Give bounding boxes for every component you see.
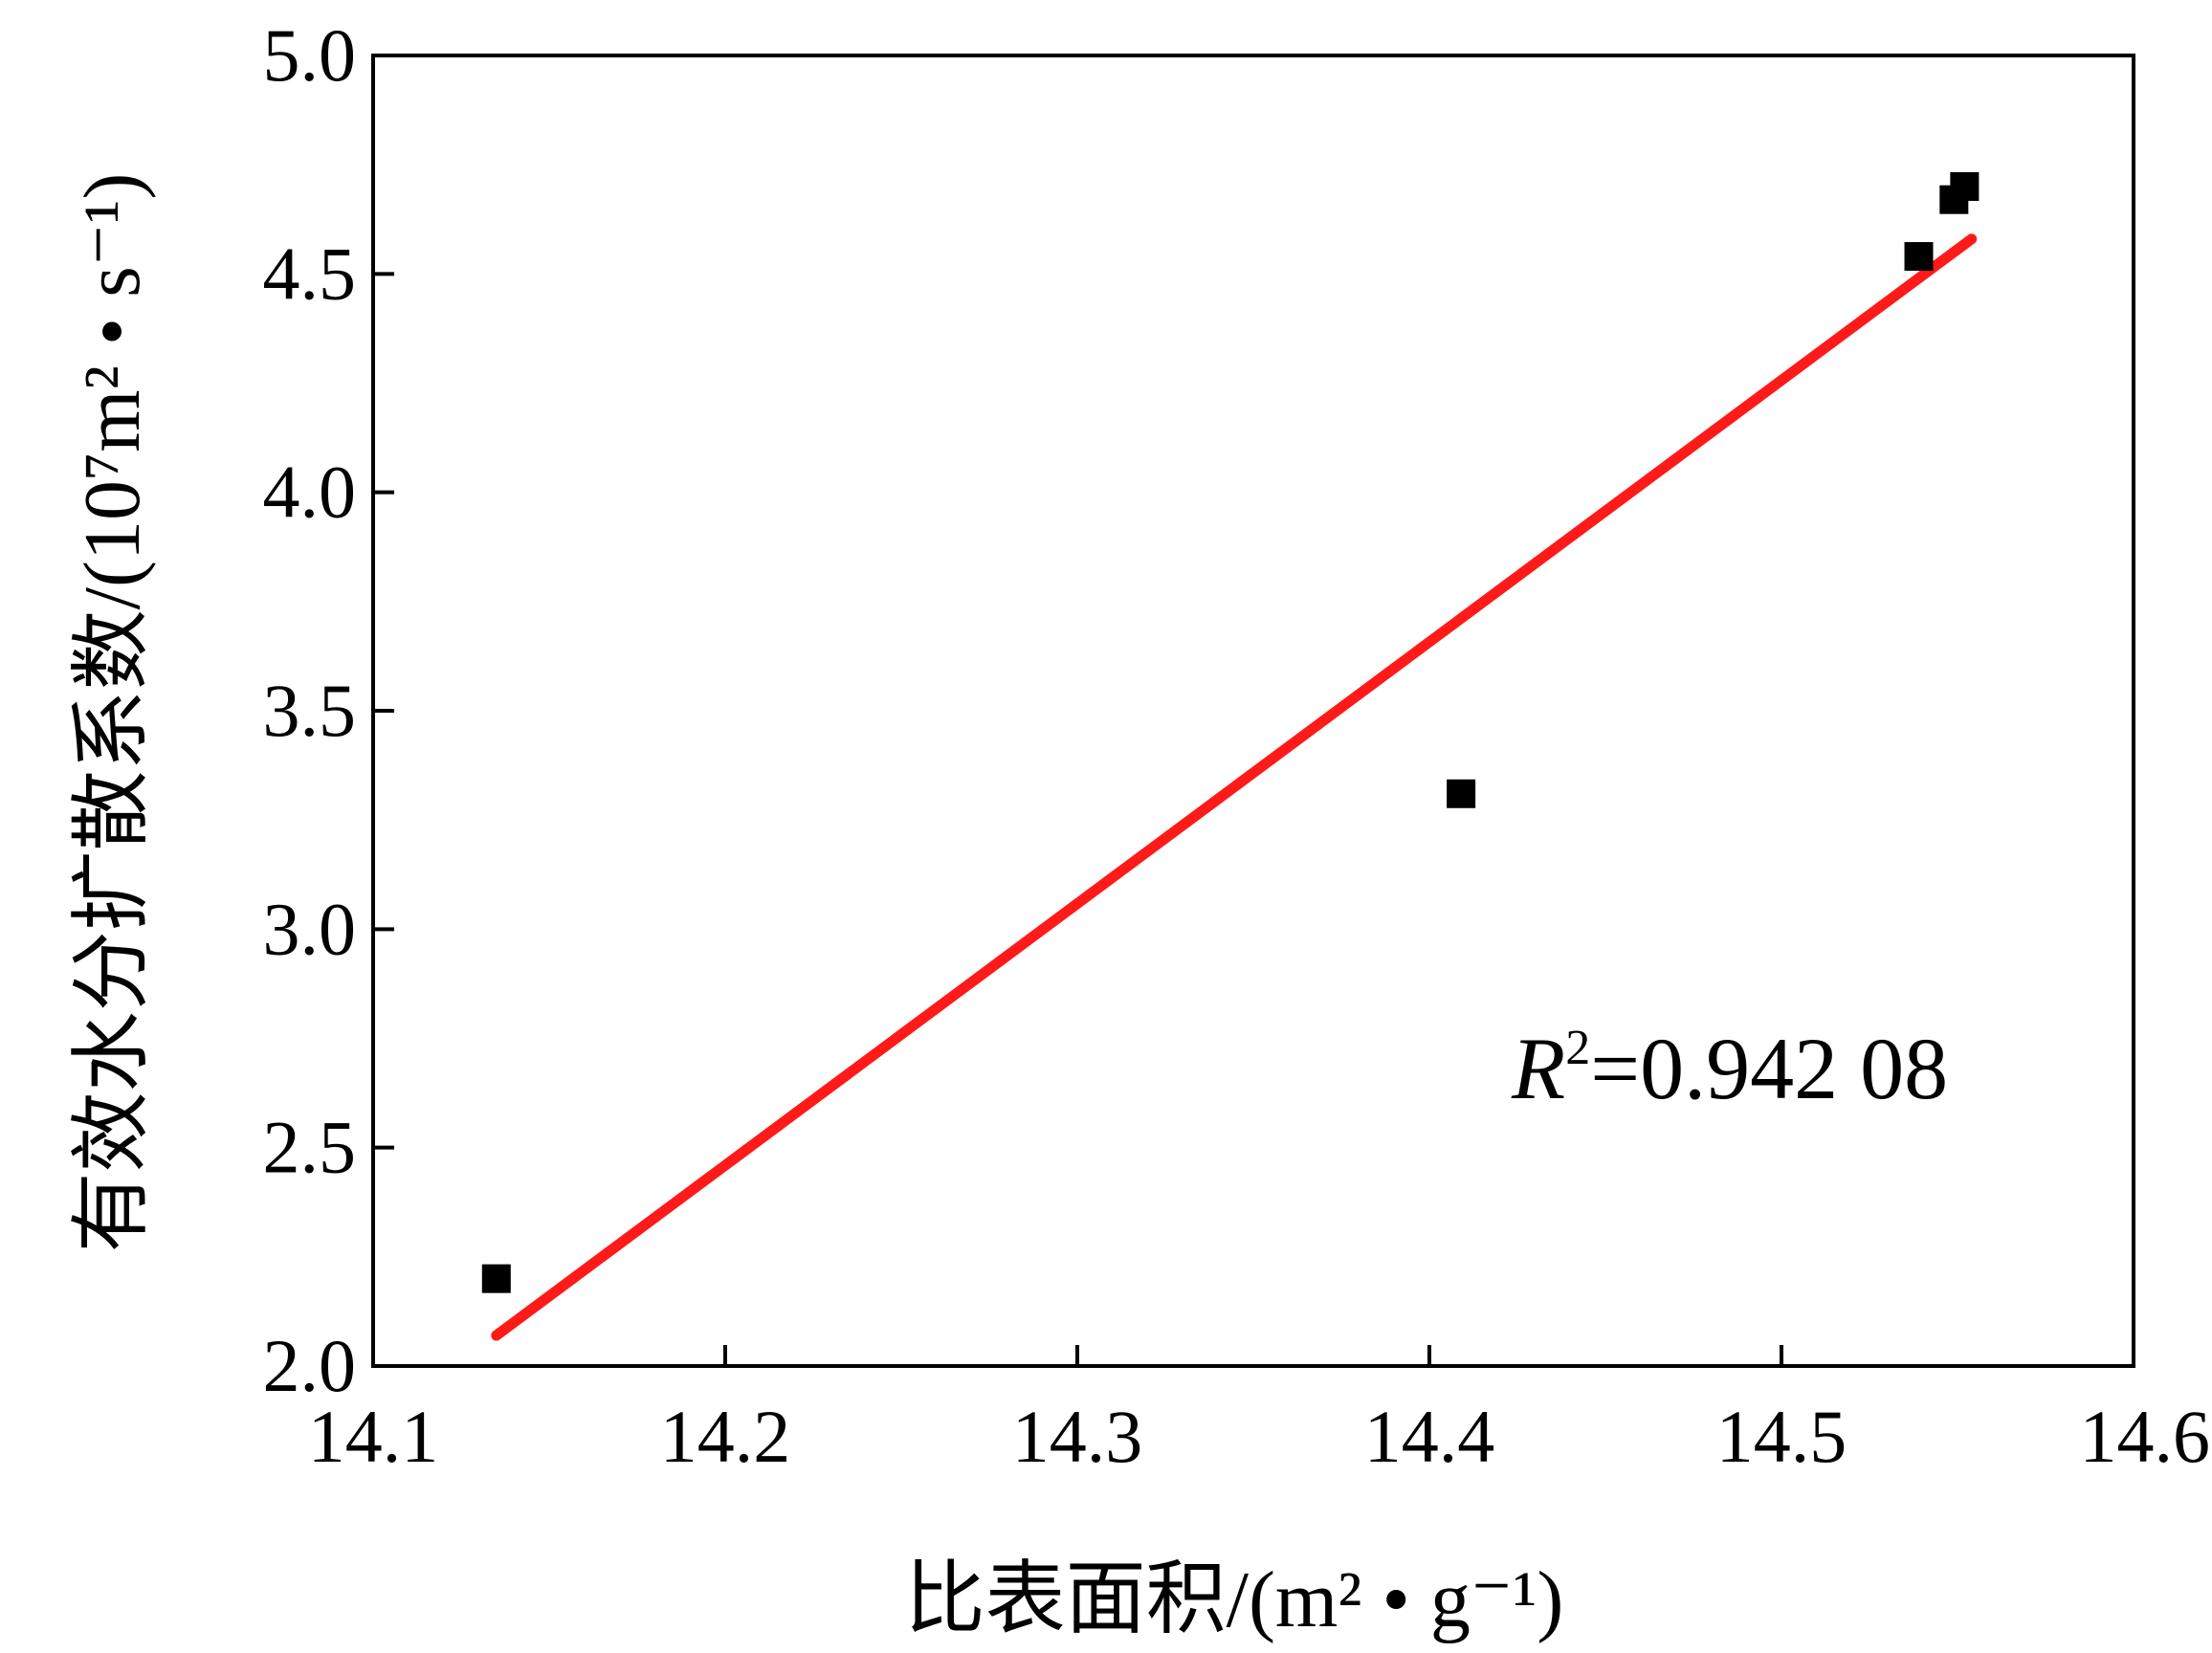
y-tick-label: 4.0: [263, 451, 357, 534]
x-tick-label: 14.1: [308, 1395, 439, 1478]
y-tick-label: 4.5: [263, 231, 357, 315]
x-axis-ticks: 14.1 14.2 14.3 14.4 14.5 14.6: [308, 1345, 2210, 1478]
data-point: [1447, 779, 1476, 808]
y-tick-label: 3.5: [263, 669, 357, 752]
fit-line: [491, 233, 1978, 1341]
plot-frame: [371, 54, 2135, 1368]
r-value: =0.942 08: [1590, 1020, 1948, 1117]
r-exponent: 2: [1565, 1021, 1590, 1075]
r-squared-annotation: R2=0.942 08: [1511, 1020, 1948, 1117]
x-tick-label: 14.2: [660, 1395, 791, 1478]
y-tick-label: 2.0: [263, 1324, 357, 1407]
fit-line-group: [491, 233, 1978, 1341]
y-axis-ticks: 2.0 2.5 3.0 3.5 4.0 4.5 5.0: [263, 13, 394, 1407]
y-axis-title: 有效水分扩散系数/(10⁷m² • s⁻¹): [68, 173, 157, 1253]
y-tick-label: 3.0: [263, 887, 357, 970]
x-tick-label: 14.4: [1364, 1395, 1495, 1478]
y-tick-label: 2.5: [263, 1106, 357, 1189]
x-tick-label: 14.5: [1716, 1395, 1847, 1478]
x-axis-title: 比表面积/(m² • g⁻¹): [905, 1555, 1564, 1644]
data-point: [1904, 242, 1934, 272]
data-points: [481, 172, 1980, 1293]
data-point: [481, 1264, 511, 1293]
r-symbol: R: [1511, 1020, 1565, 1117]
y-tick-label: 5.0: [263, 13, 357, 97]
x-tick-label: 14.6: [2080, 1395, 2211, 1478]
data-point: [1950, 172, 1980, 201]
x-tick-label: 14.3: [1012, 1395, 1143, 1478]
